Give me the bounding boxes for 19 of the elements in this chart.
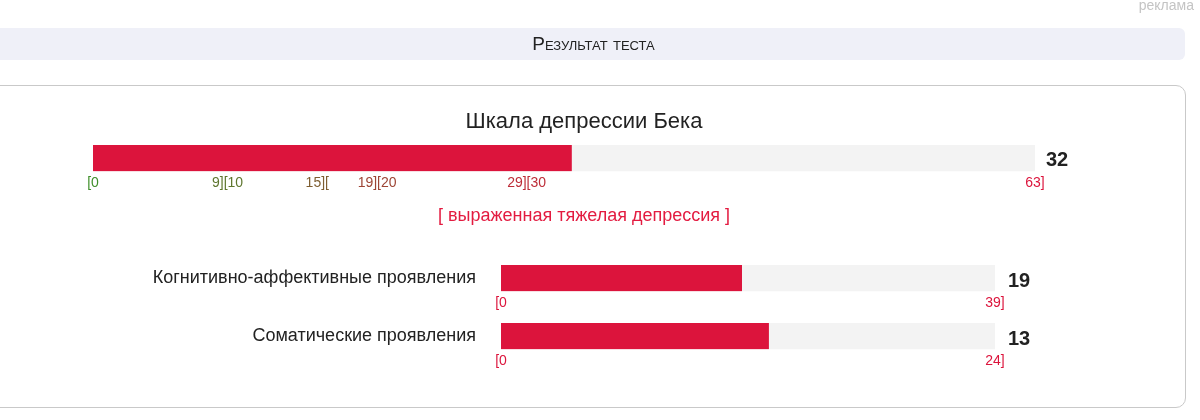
x-tick-label: 24] xyxy=(985,352,1005,369)
text: 19 xyxy=(1008,268,1031,292)
x-tick-label: 39] xyxy=(985,294,1005,311)
x-tick-label: 19][20 xyxy=(357,174,397,191)
x-tick-label: 9][10 xyxy=(212,174,244,191)
y-tick-label: Когнитивно-аффективные проявления xyxy=(152,267,476,288)
heading-band: Результат теста xyxy=(0,28,1185,60)
text: 32 xyxy=(1046,147,1069,171)
chart-title: Шкала депрессии Бека xyxy=(465,108,704,134)
x-tick-label: 63] xyxy=(1025,174,1045,191)
x-tick-label: [0 xyxy=(495,294,508,311)
x-tick-label: 29][30 xyxy=(507,174,547,191)
x-tick-label: [0 xyxy=(87,174,100,191)
text: 13 xyxy=(1008,326,1031,350)
y-tick-label: Соматические проявления xyxy=(252,325,476,346)
annotation: [ выраженная тяжелая депрессия ] xyxy=(437,205,731,226)
x-tick-label: 15][ xyxy=(305,174,330,191)
text: реклама xyxy=(1138,0,1194,13)
x-tick-label: [0 xyxy=(495,352,508,369)
